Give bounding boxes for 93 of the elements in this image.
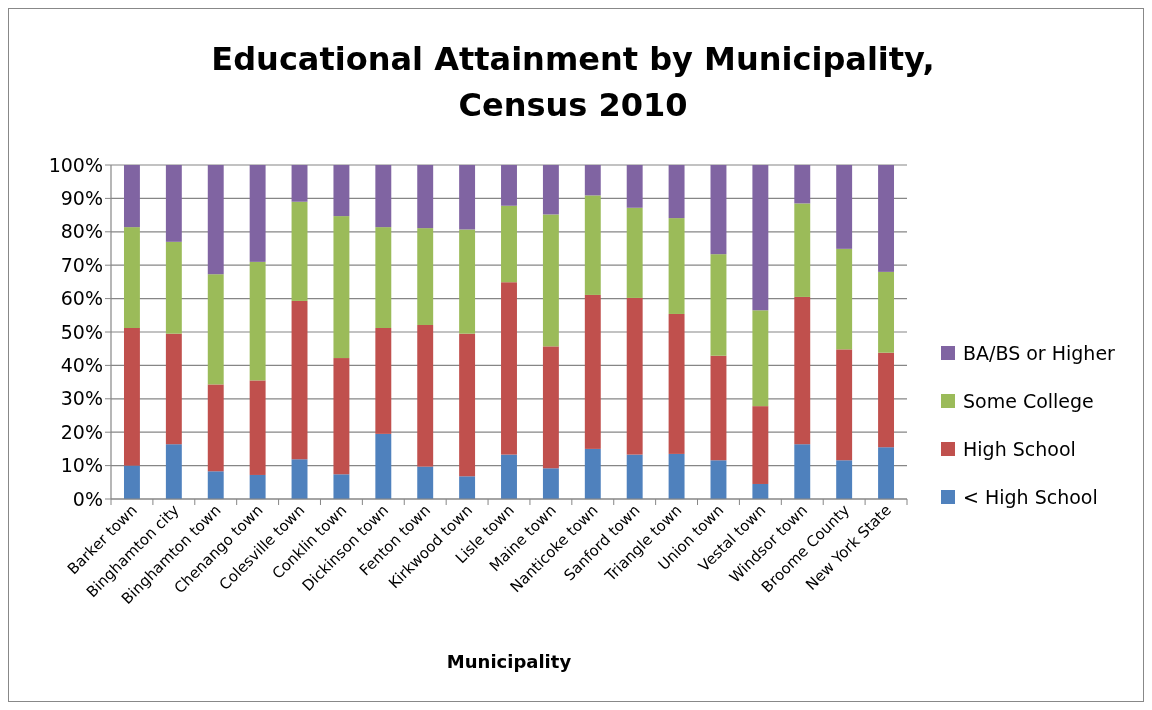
bar bbox=[165, 241, 182, 334]
legend-label: < High School bbox=[963, 485, 1098, 508]
bar bbox=[584, 448, 601, 499]
bar bbox=[794, 203, 811, 297]
bar bbox=[165, 165, 182, 242]
bar bbox=[459, 229, 476, 334]
bar bbox=[584, 195, 601, 295]
bar bbox=[249, 380, 266, 475]
bar bbox=[333, 474, 350, 499]
bar bbox=[836, 349, 853, 461]
y-tick-label: 10% bbox=[60, 454, 103, 477]
y-tick-label: 60% bbox=[60, 287, 103, 310]
bar bbox=[752, 165, 769, 311]
bar bbox=[459, 165, 476, 230]
bar bbox=[626, 165, 643, 208]
bar bbox=[123, 465, 140, 499]
bar bbox=[375, 227, 392, 328]
bar bbox=[710, 460, 727, 499]
bar bbox=[417, 165, 434, 229]
bar bbox=[794, 296, 811, 445]
bar bbox=[542, 468, 559, 499]
bar bbox=[626, 207, 643, 298]
bar bbox=[542, 346, 559, 469]
bar bbox=[417, 228, 434, 325]
bar bbox=[542, 165, 559, 215]
x-axis-title: Municipality bbox=[446, 651, 572, 672]
bar bbox=[878, 447, 895, 499]
y-tick-label: 0% bbox=[72, 487, 103, 510]
bar bbox=[542, 214, 559, 347]
bar bbox=[417, 466, 434, 499]
bar bbox=[794, 165, 811, 204]
y-tick-label: 30% bbox=[60, 387, 103, 410]
bar bbox=[668, 453, 685, 499]
bar bbox=[668, 218, 685, 314]
bar bbox=[836, 248, 853, 350]
bar bbox=[291, 201, 308, 301]
bar bbox=[710, 165, 727, 255]
bar bbox=[333, 165, 350, 217]
bar bbox=[207, 471, 224, 499]
bar bbox=[878, 352, 895, 448]
bar bbox=[459, 476, 476, 499]
bar bbox=[752, 310, 769, 407]
y-tick-label: 80% bbox=[60, 220, 103, 243]
bar bbox=[501, 454, 517, 499]
bar bbox=[207, 384, 224, 472]
y-tick-label: 100% bbox=[48, 153, 103, 176]
y-tick-label: 70% bbox=[60, 253, 103, 276]
bar bbox=[501, 165, 517, 206]
bar bbox=[249, 474, 266, 499]
bar bbox=[249, 261, 266, 381]
y-tick-label: 90% bbox=[60, 187, 103, 210]
legend-label: Some College bbox=[963, 389, 1094, 412]
bar bbox=[626, 454, 643, 499]
bar bbox=[710, 254, 727, 356]
bar bbox=[333, 358, 350, 475]
bar bbox=[123, 165, 140, 228]
bar bbox=[207, 165, 224, 275]
y-tick-label: 20% bbox=[60, 420, 103, 443]
bar bbox=[752, 406, 769, 484]
bar bbox=[291, 300, 308, 460]
y-tick-label: 50% bbox=[60, 320, 103, 343]
bar bbox=[375, 165, 392, 228]
bar bbox=[333, 216, 350, 359]
bar bbox=[836, 460, 853, 499]
bar bbox=[878, 271, 895, 353]
bar bbox=[710, 355, 727, 461]
bar bbox=[626, 297, 643, 455]
bar bbox=[123, 327, 140, 466]
bar bbox=[752, 483, 769, 499]
bar bbox=[836, 165, 853, 249]
bar bbox=[459, 333, 476, 477]
bar bbox=[668, 165, 685, 219]
bar bbox=[165, 333, 182, 445]
legend-label: High School bbox=[963, 437, 1076, 460]
bar bbox=[165, 444, 182, 499]
legend-label: BA/BS or Higher bbox=[963, 341, 1116, 364]
bar bbox=[501, 282, 517, 455]
bar bbox=[417, 324, 434, 467]
bar bbox=[249, 165, 266, 262]
bar bbox=[207, 274, 224, 385]
bar bbox=[375, 433, 392, 499]
y-tick-label: 40% bbox=[60, 354, 103, 377]
bar bbox=[668, 313, 685, 454]
chart-title: Educational Attainment by Municipality, Census 2010 bbox=[211, 40, 935, 124]
bar bbox=[123, 227, 140, 328]
bar bbox=[584, 294, 601, 449]
bar bbox=[291, 459, 308, 499]
bar bbox=[375, 327, 392, 434]
bar bbox=[794, 444, 811, 499]
bar bbox=[291, 165, 308, 202]
bar bbox=[584, 165, 601, 196]
bar bbox=[501, 205, 517, 283]
bar bbox=[878, 165, 895, 272]
